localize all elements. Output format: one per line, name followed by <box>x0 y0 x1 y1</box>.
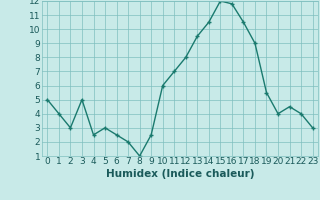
X-axis label: Humidex (Indice chaleur): Humidex (Indice chaleur) <box>106 169 254 179</box>
